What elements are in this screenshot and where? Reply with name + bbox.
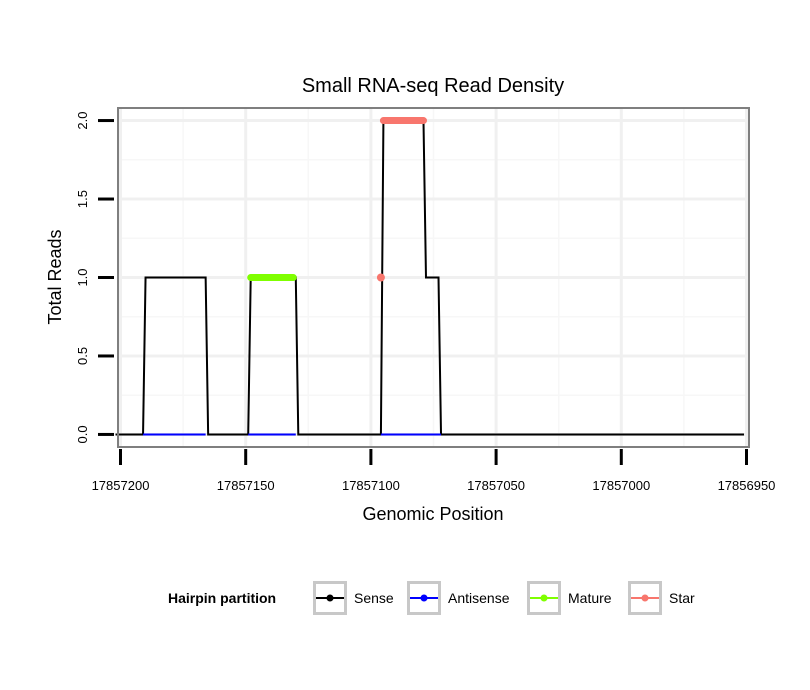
gridlines xyxy=(118,108,749,447)
legend-key-point xyxy=(326,594,334,602)
y-tick-label: 2.0 xyxy=(75,112,90,130)
legend-item-antisense: Antisense xyxy=(407,581,510,615)
x-axis-label: Genomic Position xyxy=(362,504,503,524)
x-tick-label: 17856950 xyxy=(718,478,776,493)
legend-title: Hairpin partition xyxy=(168,590,276,606)
y-tick-label: 1.5 xyxy=(75,190,90,208)
legend-key-point xyxy=(540,594,548,602)
series-star-point xyxy=(376,273,385,282)
legend-item-sense: Sense xyxy=(313,581,394,615)
legend-label: Sense xyxy=(354,590,394,606)
legend-label: Antisense xyxy=(448,590,510,606)
legend-item-mature: Mature xyxy=(527,581,612,615)
legend: Hairpin partition Sense Antisense Mature Sta… xyxy=(168,581,695,615)
y-tick-label: 0.5 xyxy=(75,347,90,365)
series-layer xyxy=(115,117,744,436)
x-tick-label: 17857050 xyxy=(467,478,525,493)
y-axis: 0.0 0.5 1.0 1.5 2.0 xyxy=(75,112,114,443)
x-tick-label: 17857100 xyxy=(342,478,400,493)
legend-label: Mature xyxy=(568,590,612,606)
chart-title: Small RNA-seq Read Density xyxy=(302,75,564,97)
x-tick-label: 17857000 xyxy=(592,478,650,493)
legend-key-point xyxy=(641,594,649,602)
series-sense-line xyxy=(115,119,744,436)
x-tick-label: 17857150 xyxy=(217,478,275,493)
x-axis: 17857200 17857150 17857100 17857050 17857000… xyxy=(92,449,776,493)
x-tick-label: 17857200 xyxy=(92,478,150,493)
legend-label: Star xyxy=(669,590,695,606)
y-axis-label: Total Reads xyxy=(45,229,65,324)
y-tick-label: 0.0 xyxy=(75,425,90,443)
legend-item-star: Star xyxy=(628,581,695,615)
y-tick-label: 1.0 xyxy=(75,268,90,286)
legend-key-point xyxy=(420,594,428,602)
panel-border xyxy=(117,107,750,448)
